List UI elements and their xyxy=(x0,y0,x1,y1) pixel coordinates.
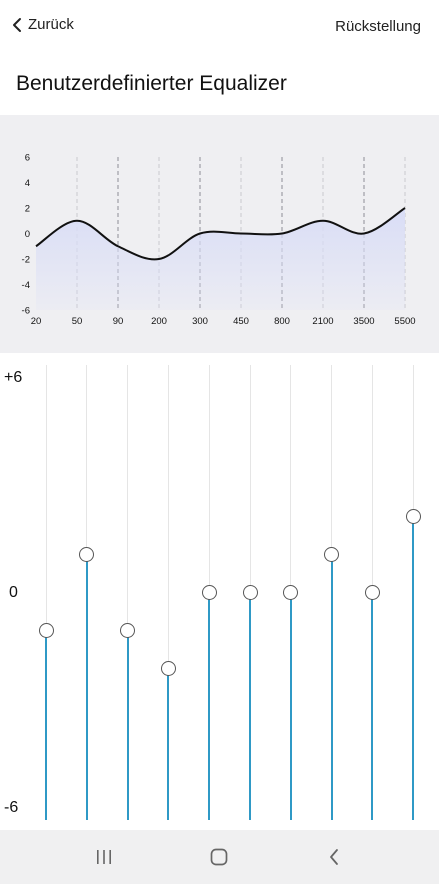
scale-top-label: +6 xyxy=(4,369,23,386)
y-tick-label: 6 xyxy=(25,153,30,164)
x-tick-label: 450 xyxy=(233,316,249,327)
home-button[interactable] xyxy=(204,845,234,869)
back-label: Zurück xyxy=(28,16,74,33)
slider-fill xyxy=(85,554,88,820)
x-tick-label: 3500 xyxy=(353,316,374,327)
page-title: Benutzerdefinierter Equalizer xyxy=(16,72,287,95)
slider-thumb-450[interactable] xyxy=(242,585,258,600)
y-tick-label: -6 xyxy=(22,306,30,317)
x-tick-label: 2100 xyxy=(312,316,333,327)
x-tick-label: 90 xyxy=(113,316,124,327)
slider-thumb-50[interactable] xyxy=(79,547,95,563)
x-tick-label: 200 xyxy=(151,316,167,327)
y-tick-label: -4 xyxy=(22,280,30,291)
slider-thumb-5500[interactable] xyxy=(405,509,421,525)
eq-curve-line xyxy=(35,207,406,261)
slider-fill xyxy=(45,630,47,820)
reset-button[interactable]: Rückstellung xyxy=(335,18,421,35)
x-tick-label: 20 xyxy=(31,316,42,327)
slider-thumb-90[interactable] xyxy=(120,622,136,638)
slider-thumb-300[interactable] xyxy=(201,585,217,600)
x-tick-label: 300 xyxy=(192,316,208,327)
x-tick-label: 800 xyxy=(274,316,290,327)
equalizer-sliders: +6 0 -6 xyxy=(0,355,439,830)
recent-apps-button[interactable] xyxy=(89,845,119,869)
chevron-left-icon xyxy=(13,17,21,32)
slider-thumb-200[interactable] xyxy=(160,660,176,676)
back-button[interactable]: Zurück xyxy=(12,16,74,33)
nav-back-button[interactable] xyxy=(319,845,349,869)
scale-bottom-label: -6 xyxy=(4,799,19,816)
slider-fill xyxy=(126,630,129,820)
back-icon xyxy=(330,849,338,865)
home-icon xyxy=(210,848,228,866)
top-bar: Zurück Rückstellung xyxy=(0,0,439,56)
x-tick-label: 5500 xyxy=(394,316,415,327)
slider-fill xyxy=(249,592,251,820)
slider-thumb-3500[interactable] xyxy=(364,585,380,600)
slider-fill xyxy=(330,554,333,820)
slider-thumb-20[interactable] xyxy=(38,622,54,638)
y-tick-label: 0 xyxy=(25,229,30,240)
slider-thumb-800[interactable] xyxy=(283,585,299,600)
equalizer-graph: 6 4 2 0 -2 -4 -6 20 50 90 200 300 450 800 2100 3500 5500 xyxy=(0,115,439,353)
slider-thumb-2100[interactable] xyxy=(324,547,340,563)
slider-track[interactable] xyxy=(127,365,129,820)
y-tick-label: -2 xyxy=(22,255,30,266)
slider-track[interactable] xyxy=(167,365,169,820)
slider-track[interactable] xyxy=(45,365,47,820)
x-tick-label: 50 xyxy=(72,316,83,327)
scale-mid-label: 0 xyxy=(9,584,18,601)
curve-fill-area xyxy=(36,208,405,310)
slider-fill xyxy=(167,668,170,820)
slider-fill xyxy=(289,592,292,820)
recent-apps-icon xyxy=(97,850,111,864)
y-tick-label: 4 xyxy=(25,178,30,189)
y-tick-label: 2 xyxy=(25,204,30,215)
slider-fill xyxy=(371,592,374,820)
system-nav-bar xyxy=(0,830,439,884)
slider-fill xyxy=(208,592,211,820)
slider-fill xyxy=(412,516,415,820)
